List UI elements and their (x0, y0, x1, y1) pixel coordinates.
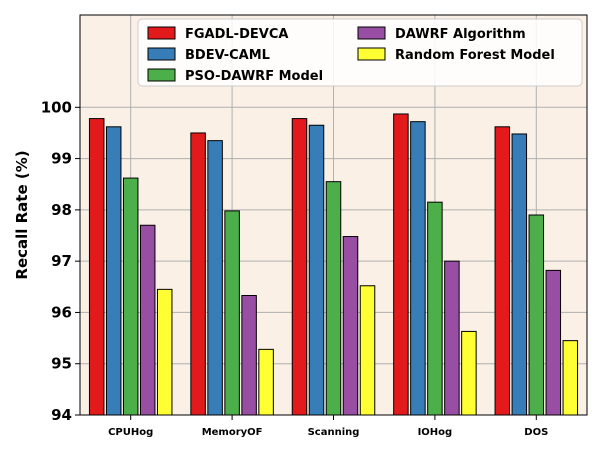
bar-memoryof-fgadl-devca (190, 132, 206, 416)
legend-entry-label: PSO-DAWRF Model (185, 69, 323, 84)
y-tick-label: 97 (51, 252, 72, 270)
bar-iohog-pso-dawrf-model (427, 201, 443, 416)
legend-swatch (147, 26, 176, 40)
bar-scanning-dawrf-algorithm (342, 236, 359, 416)
legend-entry-label: FGADL-DEVCA (185, 27, 288, 42)
x-axis-ticks: CPUHog MemoryOF Scanning IOHog DOS (108, 415, 548, 438)
legend-swatch (357, 47, 386, 61)
y-tick-label: 98 (51, 201, 72, 219)
bar-dos-random-forest-model (562, 340, 579, 416)
legend-entry-label: DAWRF Algorithm (395, 27, 526, 42)
bar-iohog-bdev-caml (410, 121, 426, 416)
y-axis-ticks: 94 95 96 97 98 99 100 (41, 98, 80, 424)
legend: FGADL-DEVCA BDEV-CAML PSO-DAWRF Model DAWRF… (137, 18, 583, 87)
bar-cpuhog-dawrf-algorithm (139, 224, 156, 416)
y-tick-label: 96 (51, 303, 72, 321)
bar-cpuhog-random-forest-model (156, 288, 173, 416)
bar-scanning-random-forest-model (359, 285, 376, 416)
bar-dos-dawrf-algorithm (545, 269, 562, 416)
x-tick-label: MemoryOF (202, 427, 263, 438)
bar-memoryof-pso-dawrf-model (224, 210, 240, 416)
x-tick-label: IOHog (418, 427, 453, 438)
legend-entry-label: Random Forest Model (395, 48, 555, 63)
y-tick-label: 94 (51, 406, 72, 424)
legend-swatch (357, 26, 386, 40)
y-axis-label: Recall Rate (%) (13, 150, 31, 279)
bar-dos-bdev-caml (511, 133, 528, 416)
y-tick-label: 99 (51, 150, 72, 168)
bars-group (88, 113, 579, 416)
bar-dos-fgadl-devca (494, 126, 511, 416)
bar-scanning-fgadl-devca (291, 118, 308, 416)
x-tick-label: CPUHog (108, 427, 153, 438)
y-tick-label: 100 (41, 98, 72, 116)
bar-iohog-dawrf-algorithm (444, 260, 460, 416)
bar-scanning-bdev-caml (308, 124, 325, 416)
y-tick-label: 95 (51, 355, 72, 373)
bar-scanning-pso-dawrf-model (325, 181, 342, 416)
bar-memoryof-bdev-caml (207, 140, 223, 416)
legend-swatch (147, 47, 176, 61)
bar-cpuhog-fgadl-devca (88, 118, 105, 416)
x-tick-label: DOS (524, 427, 548, 438)
bar-dos-pso-dawrf-model (528, 214, 545, 416)
bar-iohog-fgadl-devca (393, 113, 409, 416)
bar-cpuhog-bdev-caml (105, 126, 122, 416)
bar-memoryof-random-forest-model (258, 348, 274, 416)
bar-memoryof-dawrf-algorithm (241, 295, 257, 416)
bar-cpuhog-pso-dawrf-model (122, 177, 139, 416)
legend-entry-label: BDEV-CAML (185, 48, 270, 63)
x-tick-label: Scanning (308, 427, 360, 438)
legend-swatch (147, 68, 176, 82)
bar-iohog-random-forest-model (461, 330, 477, 416)
